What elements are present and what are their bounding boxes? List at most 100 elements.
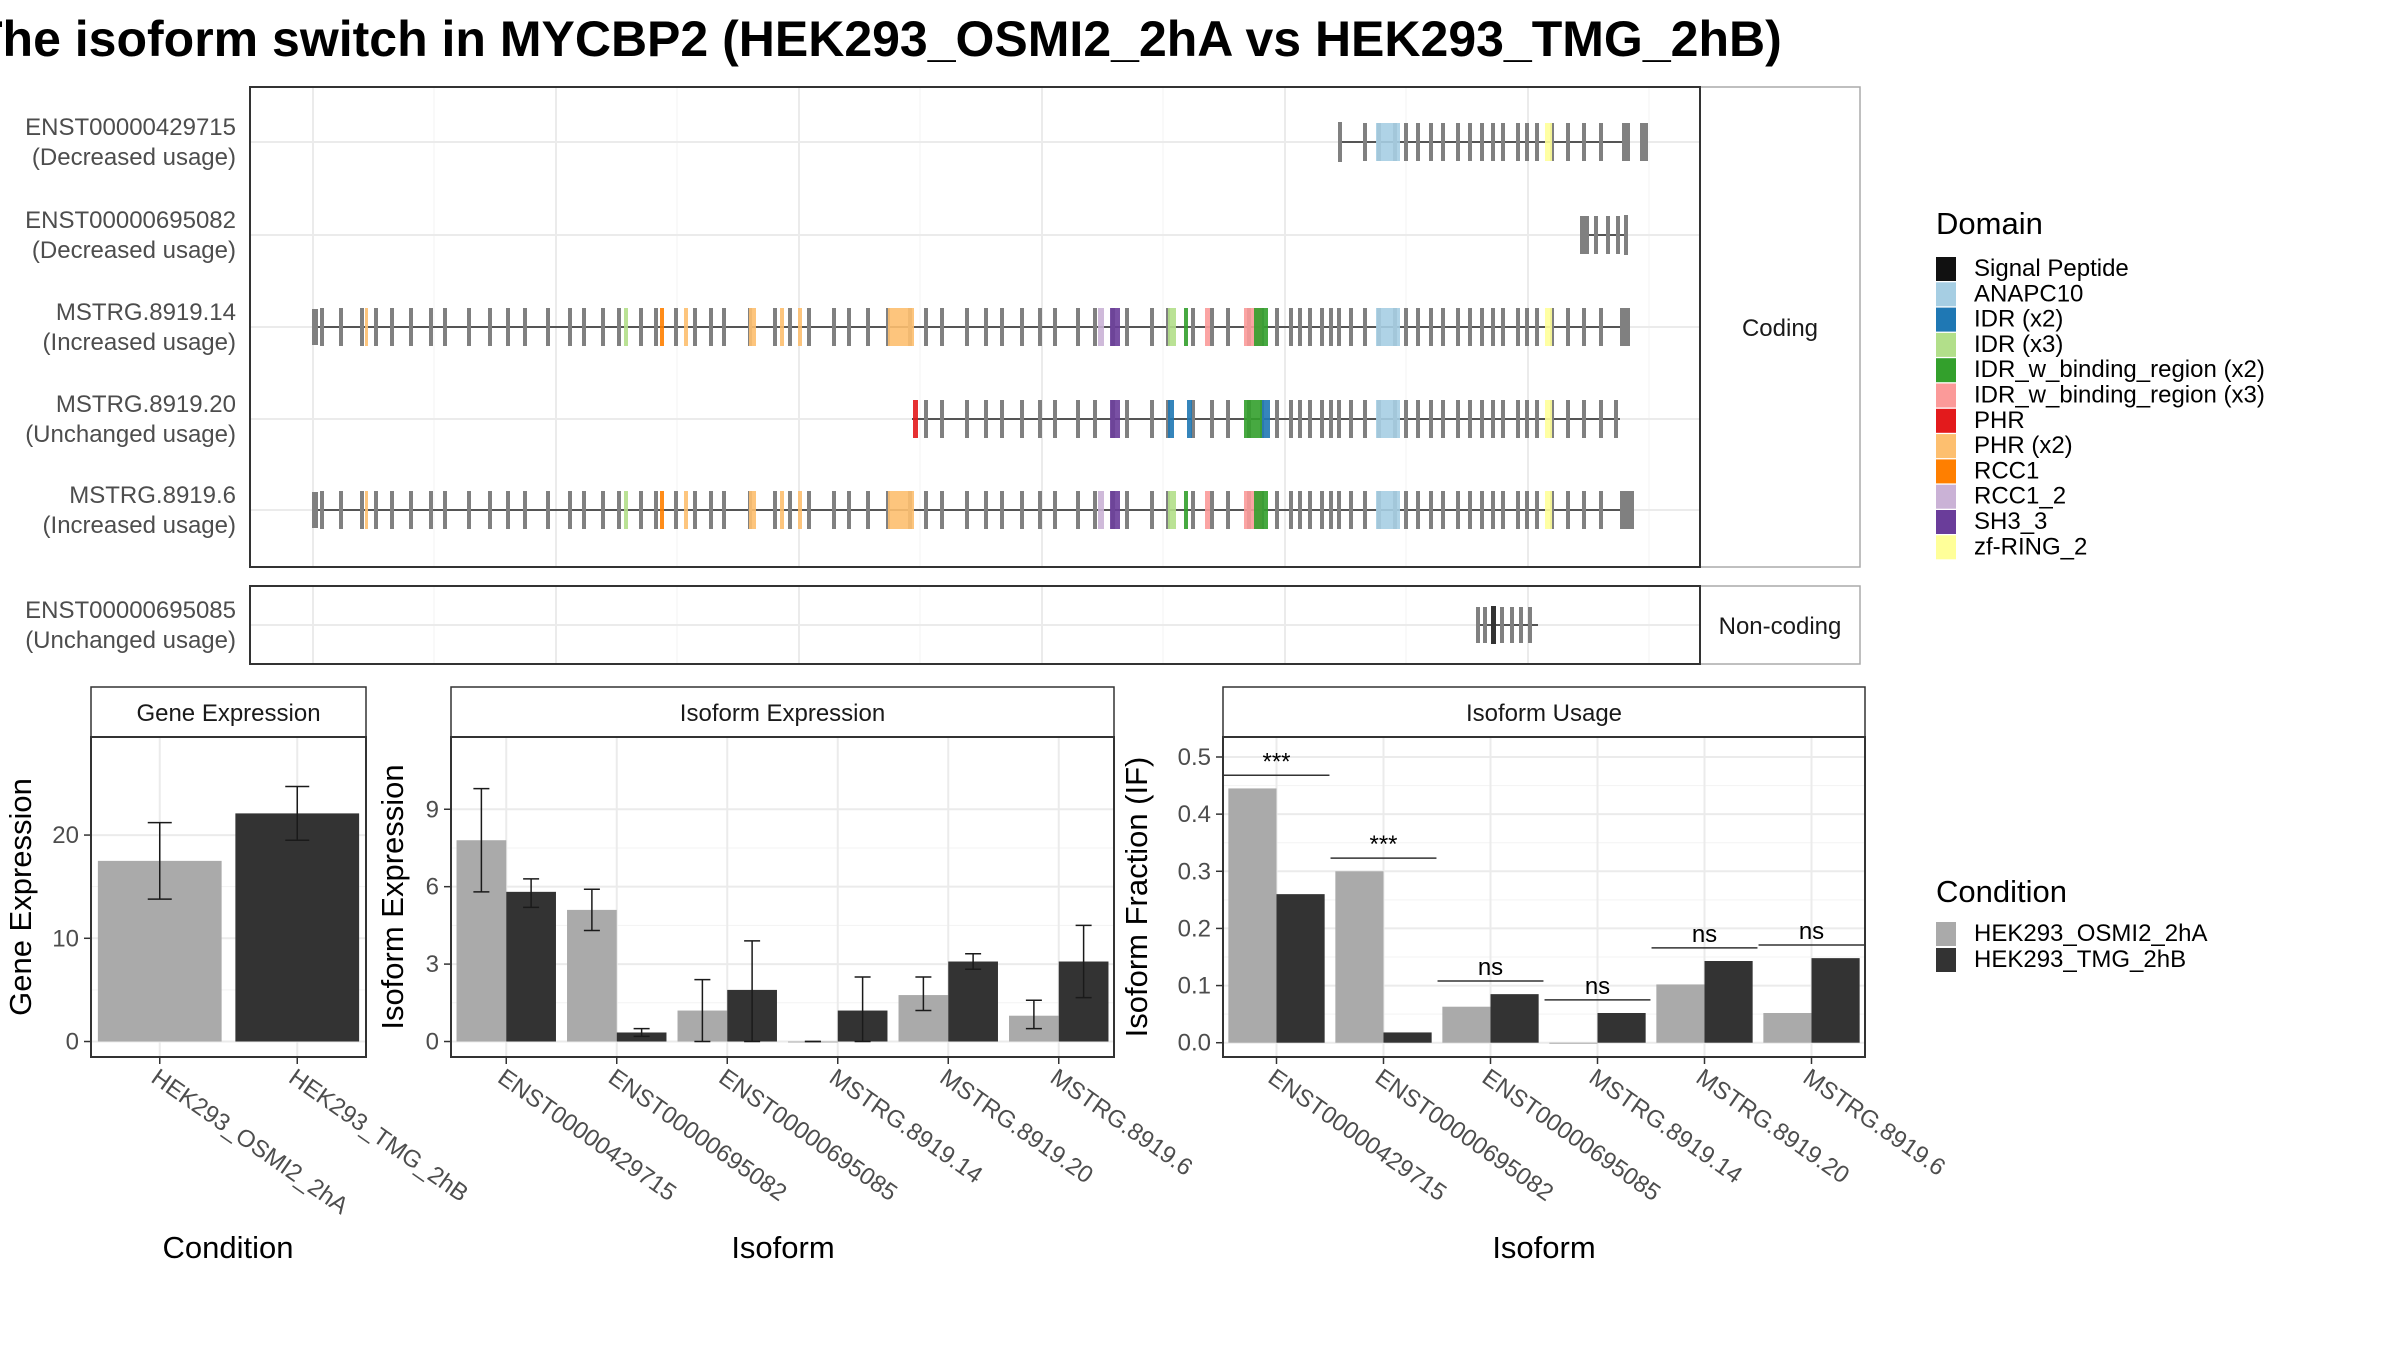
exon [1076, 491, 1080, 529]
exon [1226, 308, 1230, 346]
domain-legend-swatch [1936, 434, 1956, 459]
facet-strip [1699, 585, 1861, 665]
exon [1125, 400, 1129, 438]
transcript-usage-label: (Decreased usage) [32, 237, 236, 264]
exon [1363, 491, 1367, 529]
domain-legend-label: PHR (x2) [1974, 432, 2073, 459]
exon [1525, 308, 1529, 346]
facet-strip-label: Coding [1742, 315, 1818, 342]
exon [390, 308, 394, 346]
bar [948, 961, 998, 1042]
transcript-usage-label: (Unchanged usage) [25, 421, 236, 448]
exon [1582, 308, 1586, 346]
exon [924, 400, 928, 438]
protein-domain [660, 308, 664, 346]
exon [1501, 491, 1505, 529]
protein-domain [1262, 400, 1270, 438]
exon [1525, 400, 1529, 438]
exon [1566, 400, 1570, 438]
significance-label: ns [1585, 973, 1610, 1000]
domain-legend-label: PHR [1974, 407, 2025, 434]
exon [1298, 400, 1302, 438]
bar [1597, 1013, 1646, 1043]
exon [1125, 491, 1129, 529]
exon [1510, 607, 1514, 643]
exon [693, 491, 697, 529]
transcript-id-label: MSTRG.8919.6 [69, 482, 236, 509]
exon [339, 491, 343, 529]
exon [1289, 491, 1293, 529]
protein-domain [1545, 400, 1552, 438]
y-tick-label: 6 [426, 874, 439, 901]
exon [320, 308, 324, 346]
exon [1298, 308, 1302, 346]
structure-panel-border [249, 86, 1701, 568]
x-axis-title: Condition [163, 1230, 294, 1265]
exon [1599, 400, 1603, 438]
exon [1337, 308, 1341, 346]
exon [1053, 308, 1057, 346]
exon [1150, 308, 1154, 346]
exon [639, 308, 643, 346]
exon [339, 308, 343, 346]
exon [488, 308, 492, 346]
exon [847, 308, 851, 346]
exon [847, 491, 851, 529]
exon [1620, 308, 1630, 346]
chart-title-strip [450, 686, 1115, 738]
exon [1020, 400, 1024, 438]
exon [429, 491, 433, 529]
exon [1053, 491, 1057, 529]
exon [1480, 123, 1484, 161]
exon [1308, 491, 1312, 529]
exon [1480, 308, 1484, 346]
y-tick-label: 0.2 [1178, 915, 1211, 942]
exon [1093, 308, 1097, 346]
y-tick-label: 0.5 [1178, 744, 1211, 771]
protein-domain [1110, 400, 1120, 438]
x-tick-label: ENST00000429715 [1263, 1064, 1451, 1207]
exon [1456, 400, 1460, 438]
exon [523, 308, 527, 346]
exon [807, 308, 811, 346]
exon [1456, 491, 1460, 529]
exon [1516, 400, 1520, 438]
exon [1275, 400, 1279, 438]
exon [1191, 308, 1195, 346]
domain-legend-swatch [1936, 307, 1956, 332]
exon [1491, 123, 1495, 161]
protein-domain [780, 491, 784, 529]
domain-legend-swatch [1936, 459, 1956, 484]
protein-domain [1376, 400, 1400, 438]
protein-domain [913, 400, 918, 438]
exon [1038, 491, 1042, 529]
exon [1329, 400, 1333, 438]
exon [940, 400, 944, 438]
exon [1640, 123, 1648, 161]
exon [601, 308, 605, 346]
figure-title: The isoform switch in MYCBP2 (HEK293_OSM… [0, 11, 1782, 67]
condition-legend-label: HEK293_OSMI2_2hA [1974, 920, 2207, 947]
transcript-structure-plot: Coding Non-coding ENST00000429715 (Decrease… [25, 86, 1861, 665]
protein-domain [1376, 123, 1400, 161]
exon [1620, 491, 1634, 529]
exon [1020, 491, 1024, 529]
exon [965, 400, 969, 438]
exon [1076, 308, 1080, 346]
transcript-id-label: MSTRG.8919.14 [56, 299, 236, 326]
exon [1289, 400, 1293, 438]
exon [1404, 308, 1408, 346]
exon [1404, 123, 1408, 161]
exon [1599, 123, 1603, 161]
exon [1500, 607, 1504, 643]
y-tick-label: 9 [426, 796, 439, 823]
exon [1038, 308, 1042, 346]
transcript-id-label: ENST00000695085 [25, 597, 236, 624]
bar-chart-panel: Isoform Usage 0.0 0.1 0.2 0.3 0.4 0.5 *** *** ns n… [1119, 686, 1950, 1265]
exon [1480, 491, 1484, 529]
exon [1210, 491, 1214, 529]
exon [467, 308, 471, 346]
protein-domain [624, 491, 628, 529]
exon [773, 308, 777, 346]
exon [1516, 123, 1520, 161]
